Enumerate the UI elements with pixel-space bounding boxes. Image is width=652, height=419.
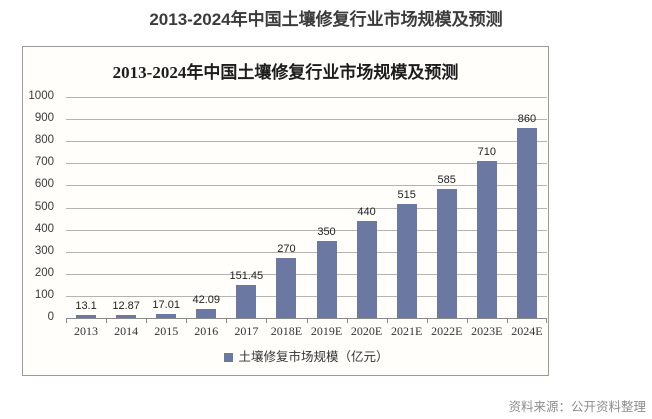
bar [516, 127, 537, 318]
bar-column: 440 2020E [347, 97, 387, 338]
gridline [66, 207, 547, 209]
page-title: 2013-2024年中国土壤修复行业市场规模及预测 [149, 10, 503, 29]
gridline [66, 251, 547, 253]
bar-value-label: 860 [517, 112, 537, 125]
gridline [66, 229, 547, 231]
gridline [66, 163, 547, 165]
y-tick-label: 800 [34, 134, 54, 147]
y-tick-label: 100 [34, 288, 54, 301]
bar-value-label: 151.45 [229, 269, 264, 282]
chart-title: 2013-2024年中国土壤修复行业市场规模及预测 [112, 63, 459, 82]
chart-legend: 土壤修复市场规模（亿元） [66, 346, 547, 365]
gridline [66, 141, 547, 143]
bar-value-label: 710 [477, 146, 496, 159]
x-tick-label: 2016 [194, 324, 219, 338]
x-axis-tick [467, 318, 468, 323]
bar-value-label: 270 [277, 243, 296, 256]
x-axis-tick [106, 318, 107, 323]
gridline [66, 185, 547, 187]
chart-container: 2013-2024年中国土壤修复行业市场规模及预测 0 100 200 300 400 5… [22, 46, 549, 376]
bar-column: 12.87 2014 [106, 97, 146, 338]
bar-value-label: 585 [437, 173, 456, 186]
x-tick-label: 2024E [511, 324, 543, 338]
x-axis-tick [307, 318, 308, 323]
gridline [66, 119, 547, 121]
x-axis-tick [186, 318, 187, 323]
plot-area: 13.1 2013 12.87 2014 17.01 2015 42.09 2016 151.4… [66, 97, 547, 338]
bar-value-label: 12.87 [112, 300, 140, 313]
x-axis-tick [347, 318, 348, 323]
y-tick-label: 700 [34, 156, 54, 169]
gridline [66, 295, 547, 297]
x-axis-tick [427, 318, 428, 323]
bar [356, 220, 377, 318]
x-tick-label: 2019E [310, 324, 343, 338]
bar [396, 204, 417, 318]
bar-column: 585 2022E [427, 97, 467, 338]
legend-swatch [224, 353, 234, 362]
x-axis-tick [546, 318, 547, 323]
bar [156, 314, 177, 318]
y-axis-labels: 0 100 200 300 400 500 600 700 800 900 1000 [23, 90, 60, 323]
y-tick-label: 600 [34, 178, 54, 191]
x-axis-tick [387, 318, 388, 323]
source-note: 资料来源：公开资料整理 [508, 400, 646, 414]
y-tick-label: 500 [34, 200, 54, 213]
bar [196, 308, 217, 318]
bar-columns: 13.1 2013 12.87 2014 17.01 2015 42.09 2016 151.4… [66, 97, 547, 338]
x-tick-label: 2015 [154, 324, 179, 338]
bar-column: 17.01 2015 [146, 97, 186, 338]
bar-column: 42.09 2016 [186, 97, 226, 338]
y-tick-label: 900 [34, 112, 54, 125]
y-tick-label: 300 [34, 244, 54, 257]
y-tick-label: 400 [34, 222, 54, 235]
x-tick-label: 2021E [390, 324, 423, 338]
bar-column: 270 2018E [266, 97, 306, 338]
x-axis-tick [266, 318, 267, 323]
bar-value-label: 42.09 [192, 293, 221, 306]
bar-column: 13.1 2013 [66, 97, 106, 338]
legend-label: 土壤修复市场规模（亿元） [238, 350, 389, 364]
x-axis-tick [66, 318, 67, 323]
bar-value-label: 17.01 [152, 299, 180, 312]
x-axis-tick [507, 318, 508, 323]
bar-column: 151.45 2017 [226, 97, 266, 338]
y-tick-label: 1000 [28, 90, 54, 102]
bar [476, 161, 497, 318]
y-tick-label: 0 [47, 311, 54, 323]
bar [116, 315, 137, 318]
bar-value-label: 13.1 [75, 300, 97, 313]
x-tick-label: 2018E [270, 324, 303, 338]
x-tick-label: 2013 [74, 324, 99, 338]
bar-column: 860 2024E [507, 97, 547, 338]
gridline [66, 273, 547, 275]
gridline [66, 97, 547, 98]
bar [276, 258, 297, 318]
bar [236, 284, 257, 318]
bar-value-label: 515 [397, 189, 416, 202]
bar-value-label: 350 [317, 225, 336, 238]
x-tick-label: 2023E [471, 324, 503, 338]
x-tick-label: 2020E [350, 324, 383, 338]
bar-value-label: 440 [357, 205, 376, 218]
x-axis-tick [226, 318, 227, 323]
bar-column: 515 2021E [387, 97, 427, 338]
x-axis-tick [146, 318, 147, 323]
bar [76, 315, 97, 318]
x-tick-label: 2022E [431, 324, 463, 338]
bar [436, 188, 457, 318]
y-tick-label: 200 [34, 266, 54, 279]
x-tick-label: 2017 [234, 324, 259, 338]
bar-column: 350 2019E [306, 97, 346, 338]
bar [316, 240, 337, 318]
x-tick-label: 2014 [114, 324, 139, 338]
bar-column: 710 2023E [467, 97, 507, 338]
